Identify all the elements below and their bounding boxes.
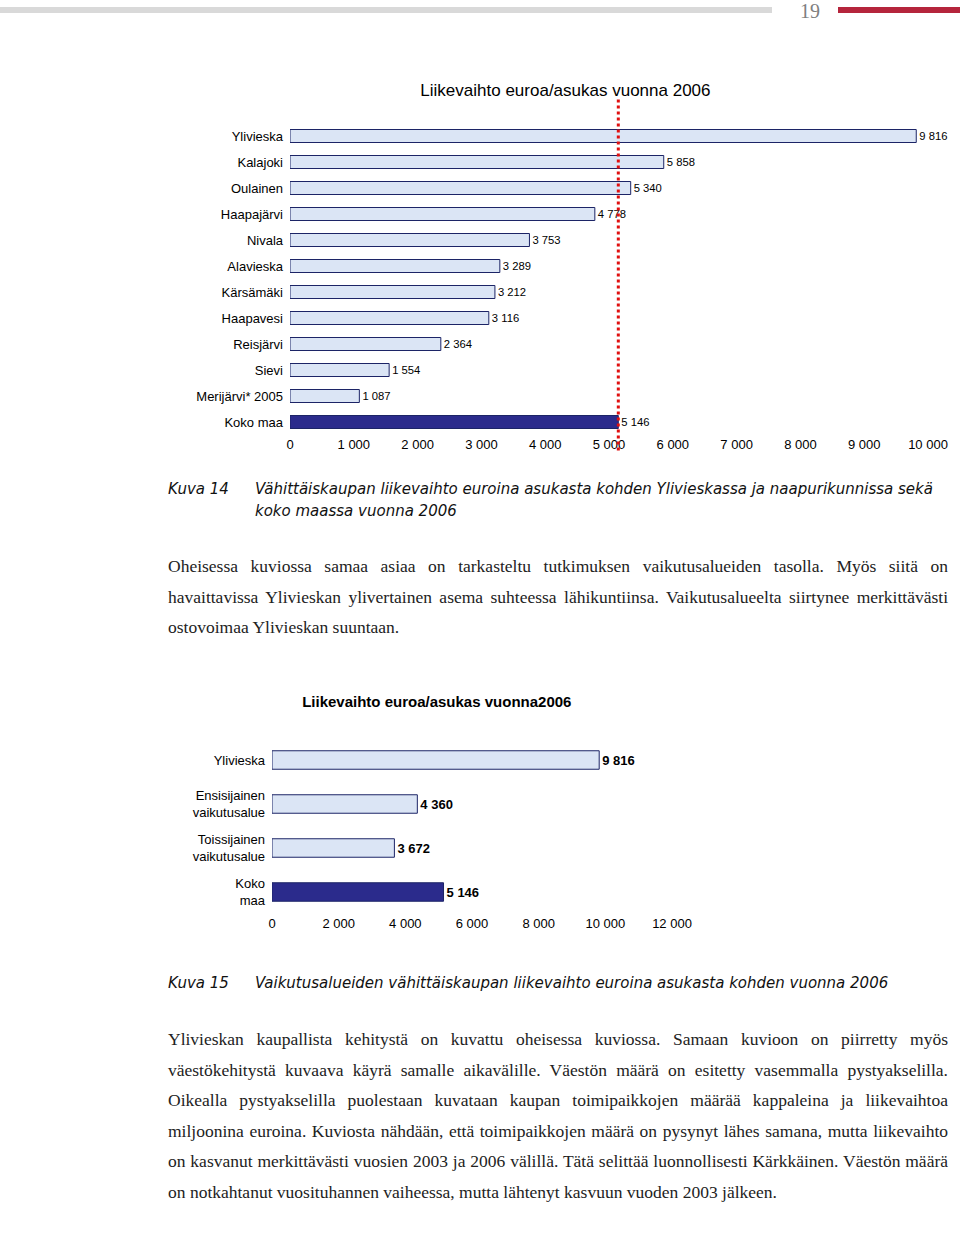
svg-text:6 000: 6 000 — [456, 916, 489, 931]
svg-text:Ylivieska: Ylivieska — [232, 129, 284, 144]
svg-text:6 000: 6 000 — [657, 437, 690, 452]
svg-text:3 212: 3 212 — [498, 286, 526, 298]
svg-text:3 116: 3 116 — [492, 312, 519, 324]
svg-text:Ylivieska: Ylivieska — [214, 753, 266, 768]
svg-text:9 816: 9 816 — [919, 130, 947, 142]
svg-text:1 000: 1 000 — [338, 437, 371, 452]
html-text:19: 19 — [800, 0, 820, 22]
html-text:Kuva 15: Kuva 15 — [168, 974, 229, 992]
svg-text:Reisjärvi: Reisjärvi — [233, 337, 283, 352]
svg-text:3 672: 3 672 — [397, 841, 430, 856]
svg-text:4 360: 4 360 — [420, 797, 453, 812]
svg-text:Liikevaihto euroa/asukas vuonn: Liikevaihto euroa/asukas vuonna2006 — [302, 693, 571, 710]
svg-text:3 753: 3 753 — [532, 234, 560, 246]
svg-text:Toissijainenvaikutusalue: Toissijainenvaikutusalue — [193, 832, 265, 864]
svg-text:10 000: 10 000 — [908, 437, 948, 452]
svg-text:Oulainen: Oulainen — [231, 181, 283, 196]
svg-text:Liikevaihto euroa/asukas vuonn: Liikevaihto euroa/asukas vuonna 2006 — [420, 81, 710, 100]
svg-text:Sievi: Sievi — [255, 363, 283, 378]
svg-text:Koko maa: Koko maa — [224, 415, 283, 430]
svg-text:1 087: 1 087 — [362, 390, 390, 402]
svg-text:3 000: 3 000 — [465, 437, 498, 452]
svg-text:7 000: 7 000 — [720, 437, 753, 452]
svg-text:0: 0 — [286, 437, 293, 452]
svg-text:10 000: 10 000 — [585, 916, 625, 931]
svg-text:5 340: 5 340 — [634, 182, 662, 194]
svg-text:Nivala: Nivala — [247, 233, 284, 248]
svg-text:Kalajoki: Kalajoki — [237, 155, 283, 170]
svg-text:Ensisijainenvaikutusalue: Ensisijainenvaikutusalue — [193, 788, 265, 820]
svg-text:4 000: 4 000 — [529, 437, 562, 452]
svg-text:5 146: 5 146 — [621, 416, 649, 428]
svg-text:8 000: 8 000 — [784, 437, 817, 452]
svg-text:8 000: 8 000 — [522, 916, 555, 931]
svg-text:2 000: 2 000 — [322, 916, 355, 931]
svg-text:0: 0 — [268, 916, 275, 931]
html-text:Vaikutusalueiden vähittäiskaup: Vaikutusalueiden vähittäiskaupan liikeva… — [255, 974, 889, 992]
svg-text:Merijärvi* 2005: Merijärvi* 2005 — [196, 389, 283, 404]
svg-text:Alavieska: Alavieska — [227, 259, 283, 274]
svg-text:5 146: 5 146 — [447, 885, 480, 900]
svg-text:Haapavesi: Haapavesi — [222, 311, 284, 326]
svg-text:9 816: 9 816 — [602, 753, 635, 768]
svg-text:2 364: 2 364 — [444, 338, 472, 350]
html-text:Ylivieskan kaupallista kehitys: Ylivieskan kaupallista kehitystä on kuva… — [168, 1029, 948, 1202]
svg-text:12 000: 12 000 — [652, 916, 692, 931]
svg-text:1 554: 1 554 — [392, 364, 420, 376]
html-text:Kuva 14: Kuva 14 — [168, 480, 229, 498]
svg-text:4 778: 4 778 — [598, 208, 626, 220]
svg-text:Kokomaa: Kokomaa — [235, 876, 265, 908]
svg-text:4 000: 4 000 — [389, 916, 422, 931]
svg-text:Kärsämäki: Kärsämäki — [222, 285, 284, 300]
html-text:Vähittäiskaupan liikevaihto eu: Vähittäiskaupan liikevaihto euroina asuk… — [255, 480, 933, 520]
html-text:Oheisessa kuviossa samaa asiaa: Oheisessa kuviossa samaa asiaa on tarkas… — [168, 556, 948, 637]
svg-text:9 000: 9 000 — [848, 437, 881, 452]
svg-text:5 000: 5 000 — [593, 437, 626, 452]
svg-text:5 858: 5 858 — [667, 156, 695, 168]
svg-text:2 000: 2 000 — [401, 437, 434, 452]
svg-text:Haapajärvi: Haapajärvi — [221, 207, 283, 222]
svg-text:3 289: 3 289 — [503, 260, 531, 272]
